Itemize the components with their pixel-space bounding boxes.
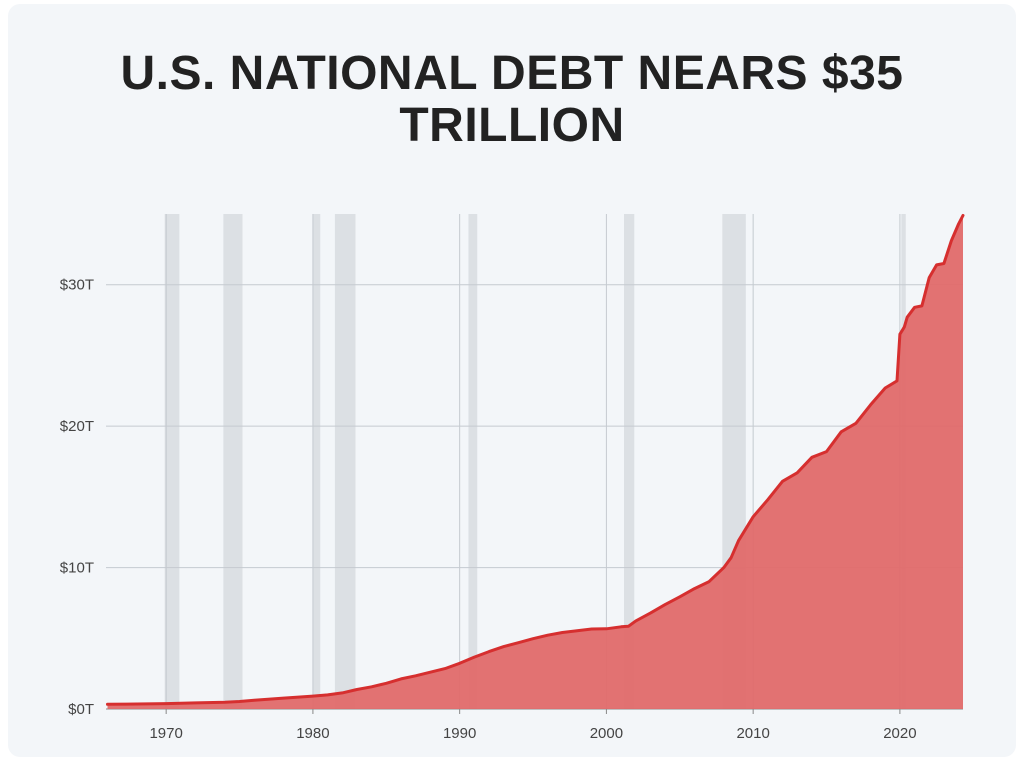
x-tick-label: 2000	[590, 725, 623, 742]
x-axis-ticks: 1970 1980 1990 2000 2010 2020	[149, 709, 917, 742]
debt-area-fill	[107, 215, 963, 709]
y-tick-label: $30T	[60, 277, 94, 294]
y-tick-label: $20T	[60, 418, 94, 435]
recession-band	[164, 214, 180, 709]
chart-title-line-2: TRILLION	[399, 99, 625, 152]
recession-band	[223, 214, 243, 709]
series-layer	[106, 213, 965, 709]
y-tick-label: $0T	[68, 701, 94, 718]
x-tick-label: 2010	[736, 725, 769, 742]
debt-series-line	[106, 213, 965, 706]
recession-band	[468, 214, 478, 709]
recession-band	[624, 214, 635, 709]
x-tick-label: 2020	[883, 725, 916, 742]
recession-band	[312, 214, 321, 709]
chart-title: U.S. NATIONAL DEBT NEARS $35 TRILLION	[0, 48, 1024, 152]
y-tick-label: $10T	[60, 560, 94, 577]
x-tick-label: 1990	[443, 725, 476, 742]
chart-title-line-1: U.S. NATIONAL DEBT NEARS $35	[120, 47, 904, 100]
y-axis-ticks: $0T $10T $20T $30T	[60, 277, 94, 718]
x-tick-label: 1970	[149, 725, 182, 742]
x-tick-label: 1980	[296, 725, 329, 742]
recession-band	[334, 214, 356, 709]
